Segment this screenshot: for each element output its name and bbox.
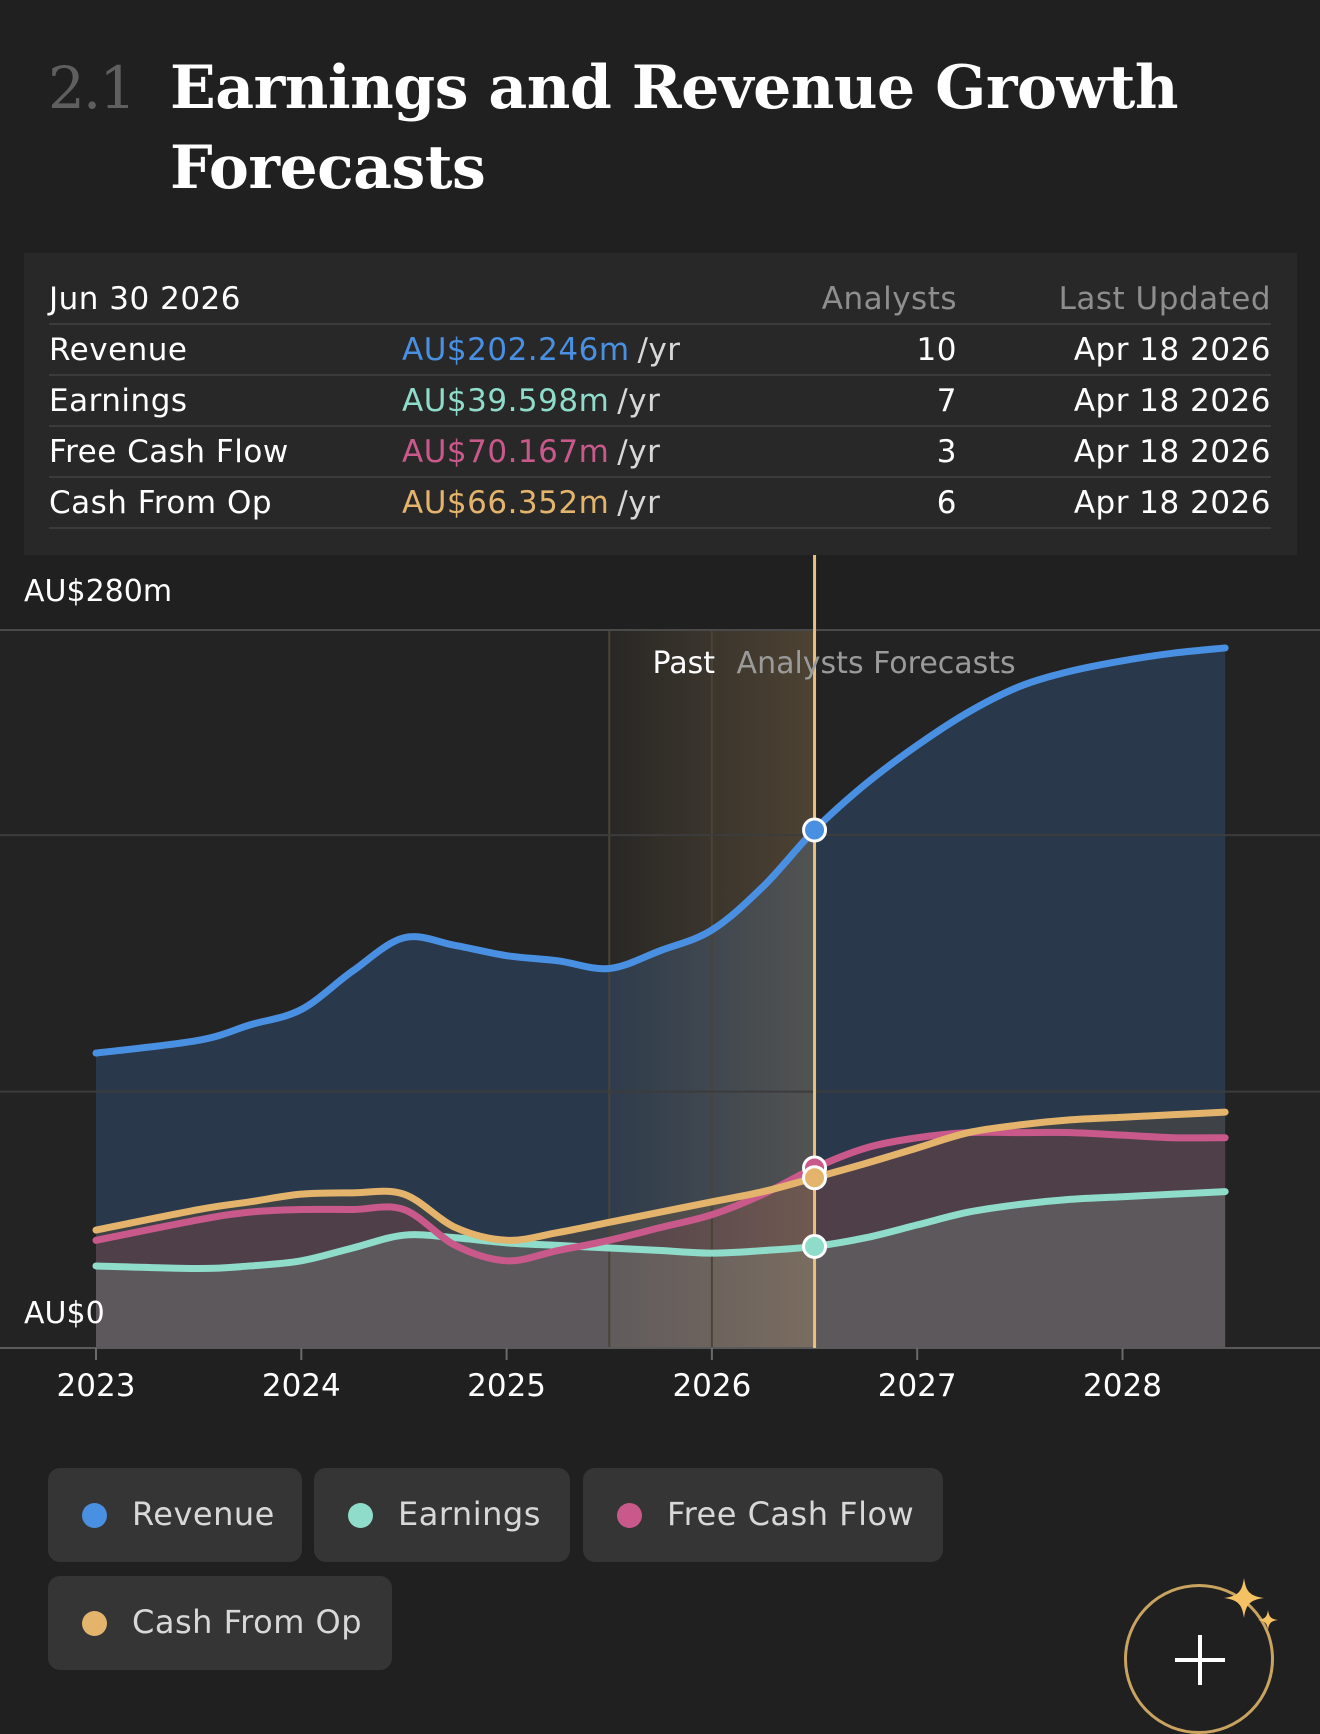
x-tick-label: 2023 xyxy=(57,1368,136,1404)
x-tick-label: 2026 xyxy=(672,1368,751,1404)
legend-dot xyxy=(82,1611,107,1636)
row-label: Free Cash Flow xyxy=(49,434,289,470)
table-row-revenue: Revenue AU$202.246m/yr 10 Apr 18 2026 xyxy=(49,324,1271,376)
section-title: Earnings and Revenue Growth Forecasts xyxy=(170,53,1178,203)
row-value: AU$39.598m xyxy=(402,383,610,419)
legend-chip-revenue[interactable]: Revenue xyxy=(48,1468,302,1562)
row-unit: /yr xyxy=(617,383,661,419)
y-axis-top-label: AU$280m xyxy=(24,574,172,609)
series-line-cash-from-op xyxy=(92,1108,1229,1244)
forecast-label: Analysts Forecasts xyxy=(737,646,1016,681)
legend-label: Earnings xyxy=(398,1495,541,1533)
row-value: AU$70.167m xyxy=(402,434,610,470)
x-tick-label: 2028 xyxy=(1083,1368,1162,1404)
legend-label: Revenue xyxy=(132,1495,275,1533)
forecast-summary-table: Jun 30 2026 Analysts Last Updated Revenu… xyxy=(24,253,1297,555)
row-value-wrap: AU$70.167m/yr xyxy=(402,434,660,470)
row-updated: Apr 18 2026 xyxy=(1073,434,1271,470)
section-number: 2.1 xyxy=(48,54,136,122)
analysts-header: Analysts xyxy=(821,281,957,317)
legend-dot xyxy=(82,1503,107,1528)
x-tick-label: 2024 xyxy=(262,1368,341,1404)
legend-chip-free-cash-flow[interactable]: Free Cash Flow xyxy=(583,1468,943,1562)
sparkle-icon xyxy=(1224,1578,1278,1630)
growth-chart[interactable]: AU$280m AU$0 Past Analysts Forecasts 2023 202… xyxy=(0,515,1320,1415)
row-unit: /yr xyxy=(617,434,661,470)
row-analysts: 7 xyxy=(936,383,957,419)
row-value-wrap: AU$39.598m/yr xyxy=(402,383,660,419)
x-tick-label: 2025 xyxy=(467,1368,546,1404)
row-label: Earnings xyxy=(49,383,188,419)
row-unit: /yr xyxy=(617,485,661,521)
legend-dot xyxy=(348,1503,373,1528)
marker-earnings xyxy=(802,1233,828,1259)
y-axis-bottom-label: AU$0 xyxy=(24,1296,105,1331)
row-label: Cash From Op xyxy=(49,485,273,521)
row-value: AU$66.352m xyxy=(402,485,610,521)
row-value-wrap: AU$202.246m/yr xyxy=(402,332,681,368)
table-row-free-cash-flow: Free Cash Flow AU$70.167m/yr 3 Apr 18 20… xyxy=(49,426,1271,478)
marker-cash-from-op xyxy=(802,1165,828,1191)
table-row-earnings: Earnings AU$39.598m/yr 7 Apr 18 2026 xyxy=(49,375,1271,427)
legend-chip-cash-from-op[interactable]: Cash From Op xyxy=(48,1576,392,1670)
last-updated-header: Last Updated xyxy=(1058,281,1271,317)
legend-label: Free Cash Flow xyxy=(667,1495,915,1533)
row-label: Revenue xyxy=(49,332,188,368)
x-tick-label: 2027 xyxy=(878,1368,957,1404)
table-row-cash-from-op: Cash From Op AU$66.352m/yr 6 Apr 18 2026 xyxy=(49,477,1271,529)
past-label: Past xyxy=(653,646,716,681)
legend-label: Cash From Op xyxy=(132,1603,363,1641)
row-value-wrap: AU$66.352m/yr xyxy=(402,485,660,521)
series-line-revenue xyxy=(92,644,1229,1057)
series-line-earnings xyxy=(92,1188,1229,1273)
row-analysts: 6 xyxy=(936,485,957,521)
chart-svg: AU$280m AU$0 Past Analysts Forecasts 2023 202… xyxy=(0,515,1320,1404)
row-analysts: 10 xyxy=(916,332,957,368)
table-date: Jun 30 2026 xyxy=(49,281,241,317)
table-header-row: Jun 30 2026 Analysts Last Updated xyxy=(49,273,1271,325)
marker-revenue xyxy=(802,817,828,843)
row-analysts: 3 xyxy=(936,434,957,470)
row-updated: Apr 18 2026 xyxy=(1073,485,1271,521)
row-updated: Apr 18 2026 xyxy=(1073,332,1271,368)
plus-icon xyxy=(1175,1635,1225,1685)
row-unit: /yr xyxy=(637,332,681,368)
legend-chip-earnings[interactable]: Earnings xyxy=(314,1468,570,1562)
legend-dot xyxy=(617,1503,642,1528)
row-updated: Apr 18 2026 xyxy=(1073,383,1271,419)
series-line-free-cash-flow xyxy=(92,1128,1229,1265)
row-value: AU$202.246m xyxy=(402,332,630,368)
